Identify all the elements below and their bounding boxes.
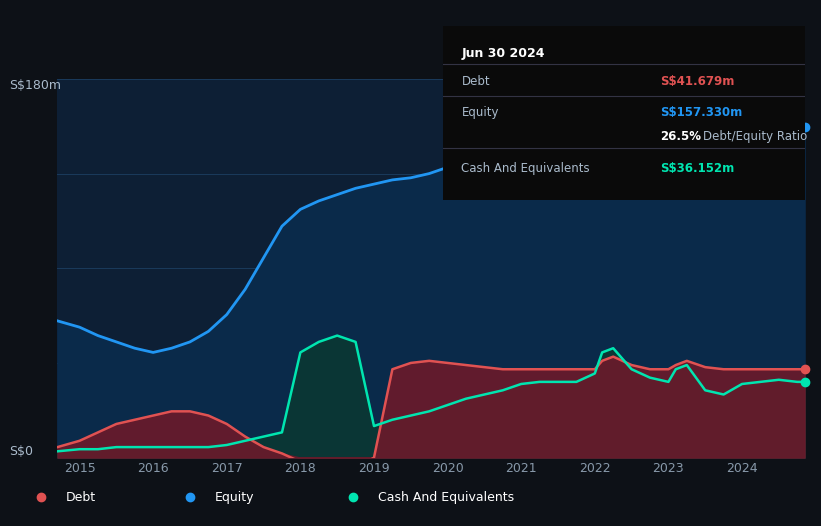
Text: S$41.679m: S$41.679m [660,75,735,88]
Text: Jun 30 2024: Jun 30 2024 [461,47,545,60]
Text: 26.5%: 26.5% [660,130,701,144]
Text: Equity: Equity [461,106,499,119]
Text: Debt: Debt [461,75,490,88]
Text: Equity: Equity [215,491,255,503]
Text: Debt/Equity Ratio: Debt/Equity Ratio [704,130,808,144]
Text: S$180m: S$180m [9,79,61,92]
Text: Cash And Equivalents: Cash And Equivalents [378,491,514,503]
Text: S$157.330m: S$157.330m [660,106,742,119]
Text: S$36.152m: S$36.152m [660,161,734,175]
Text: Cash And Equivalents: Cash And Equivalents [461,161,590,175]
Text: S$0: S$0 [9,444,33,458]
Text: Debt: Debt [66,491,96,503]
